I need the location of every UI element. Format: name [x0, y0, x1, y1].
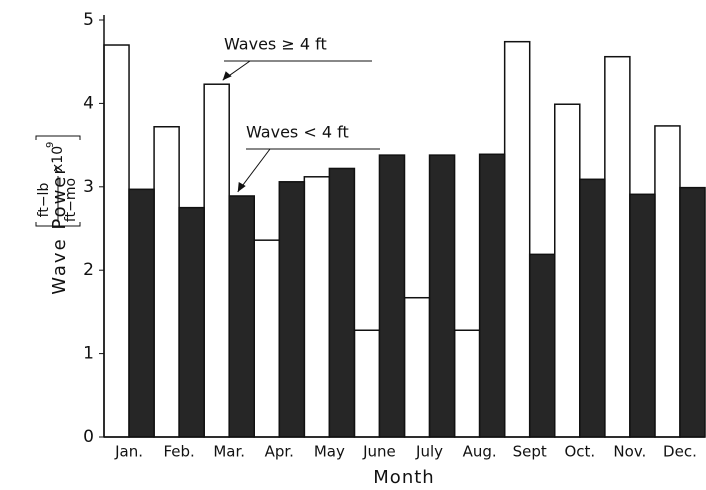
bar: [503, 40, 531, 438]
bar: [278, 181, 306, 438]
unit-multiplier: x10: [50, 146, 66, 172]
bar: [153, 126, 180, 438]
x-axis-label: Month: [373, 467, 434, 488]
y-tick-label: 3: [83, 177, 94, 197]
legend-label: Waves ≥ 4 ft: [224, 35, 327, 54]
bar: [353, 329, 381, 438]
brackets: [35, 135, 81, 227]
bar: [178, 206, 205, 438]
unit-numerator: ft−lb: [36, 183, 52, 218]
legend-label: Waves < 4 ft: [246, 123, 349, 142]
bar: [403, 296, 431, 438]
bar: [679, 186, 706, 438]
x-tick-label: Aug.: [463, 443, 497, 461]
bar: [478, 153, 506, 438]
bar: [328, 167, 356, 438]
bar: [378, 154, 406, 438]
bar: [228, 195, 255, 438]
x-tick-label: Mar.: [213, 443, 245, 461]
x-tick-label: July: [415, 443, 443, 461]
x-tick-label: Oct.: [564, 443, 595, 461]
bar: [453, 329, 481, 438]
arrowhead: [222, 71, 232, 81]
bar: [654, 125, 681, 438]
arrowhead: [237, 181, 246, 192]
x-tick-label: May: [314, 443, 345, 461]
bar: [579, 178, 606, 438]
y-unit: ft−lb ft−mo x10 9: [35, 135, 81, 227]
x-tick-label: Apr.: [265, 443, 294, 461]
x-tick-label: Nov.: [613, 443, 646, 461]
y-tick-label: 0: [83, 427, 94, 447]
bar: [128, 188, 155, 438]
bar: [554, 103, 581, 438]
x-tick-label: Sept: [513, 443, 547, 461]
unit-exponent: 9: [45, 142, 56, 148]
y-tick-label: 2: [83, 260, 94, 280]
bar: [629, 193, 656, 438]
x-tick-label: Feb.: [163, 443, 194, 461]
unit-denominator: ft−mo: [63, 178, 79, 222]
bar: [528, 253, 556, 438]
x-tick-label: Dec.: [663, 443, 697, 461]
bar: [604, 55, 631, 438]
y-tick-label: 1: [83, 344, 94, 364]
bar: [203, 83, 230, 438]
y-axis-label: Wave Power: [49, 165, 70, 295]
bar: [428, 154, 456, 438]
x-tick-label: Jan.: [114, 443, 143, 461]
bar: [103, 44, 130, 438]
bar: [303, 176, 331, 438]
y-tick-label: 5: [83, 10, 94, 30]
bar: [253, 239, 281, 438]
x-tick-label: June: [362, 443, 396, 461]
y-tick-label: 4: [83, 93, 94, 113]
